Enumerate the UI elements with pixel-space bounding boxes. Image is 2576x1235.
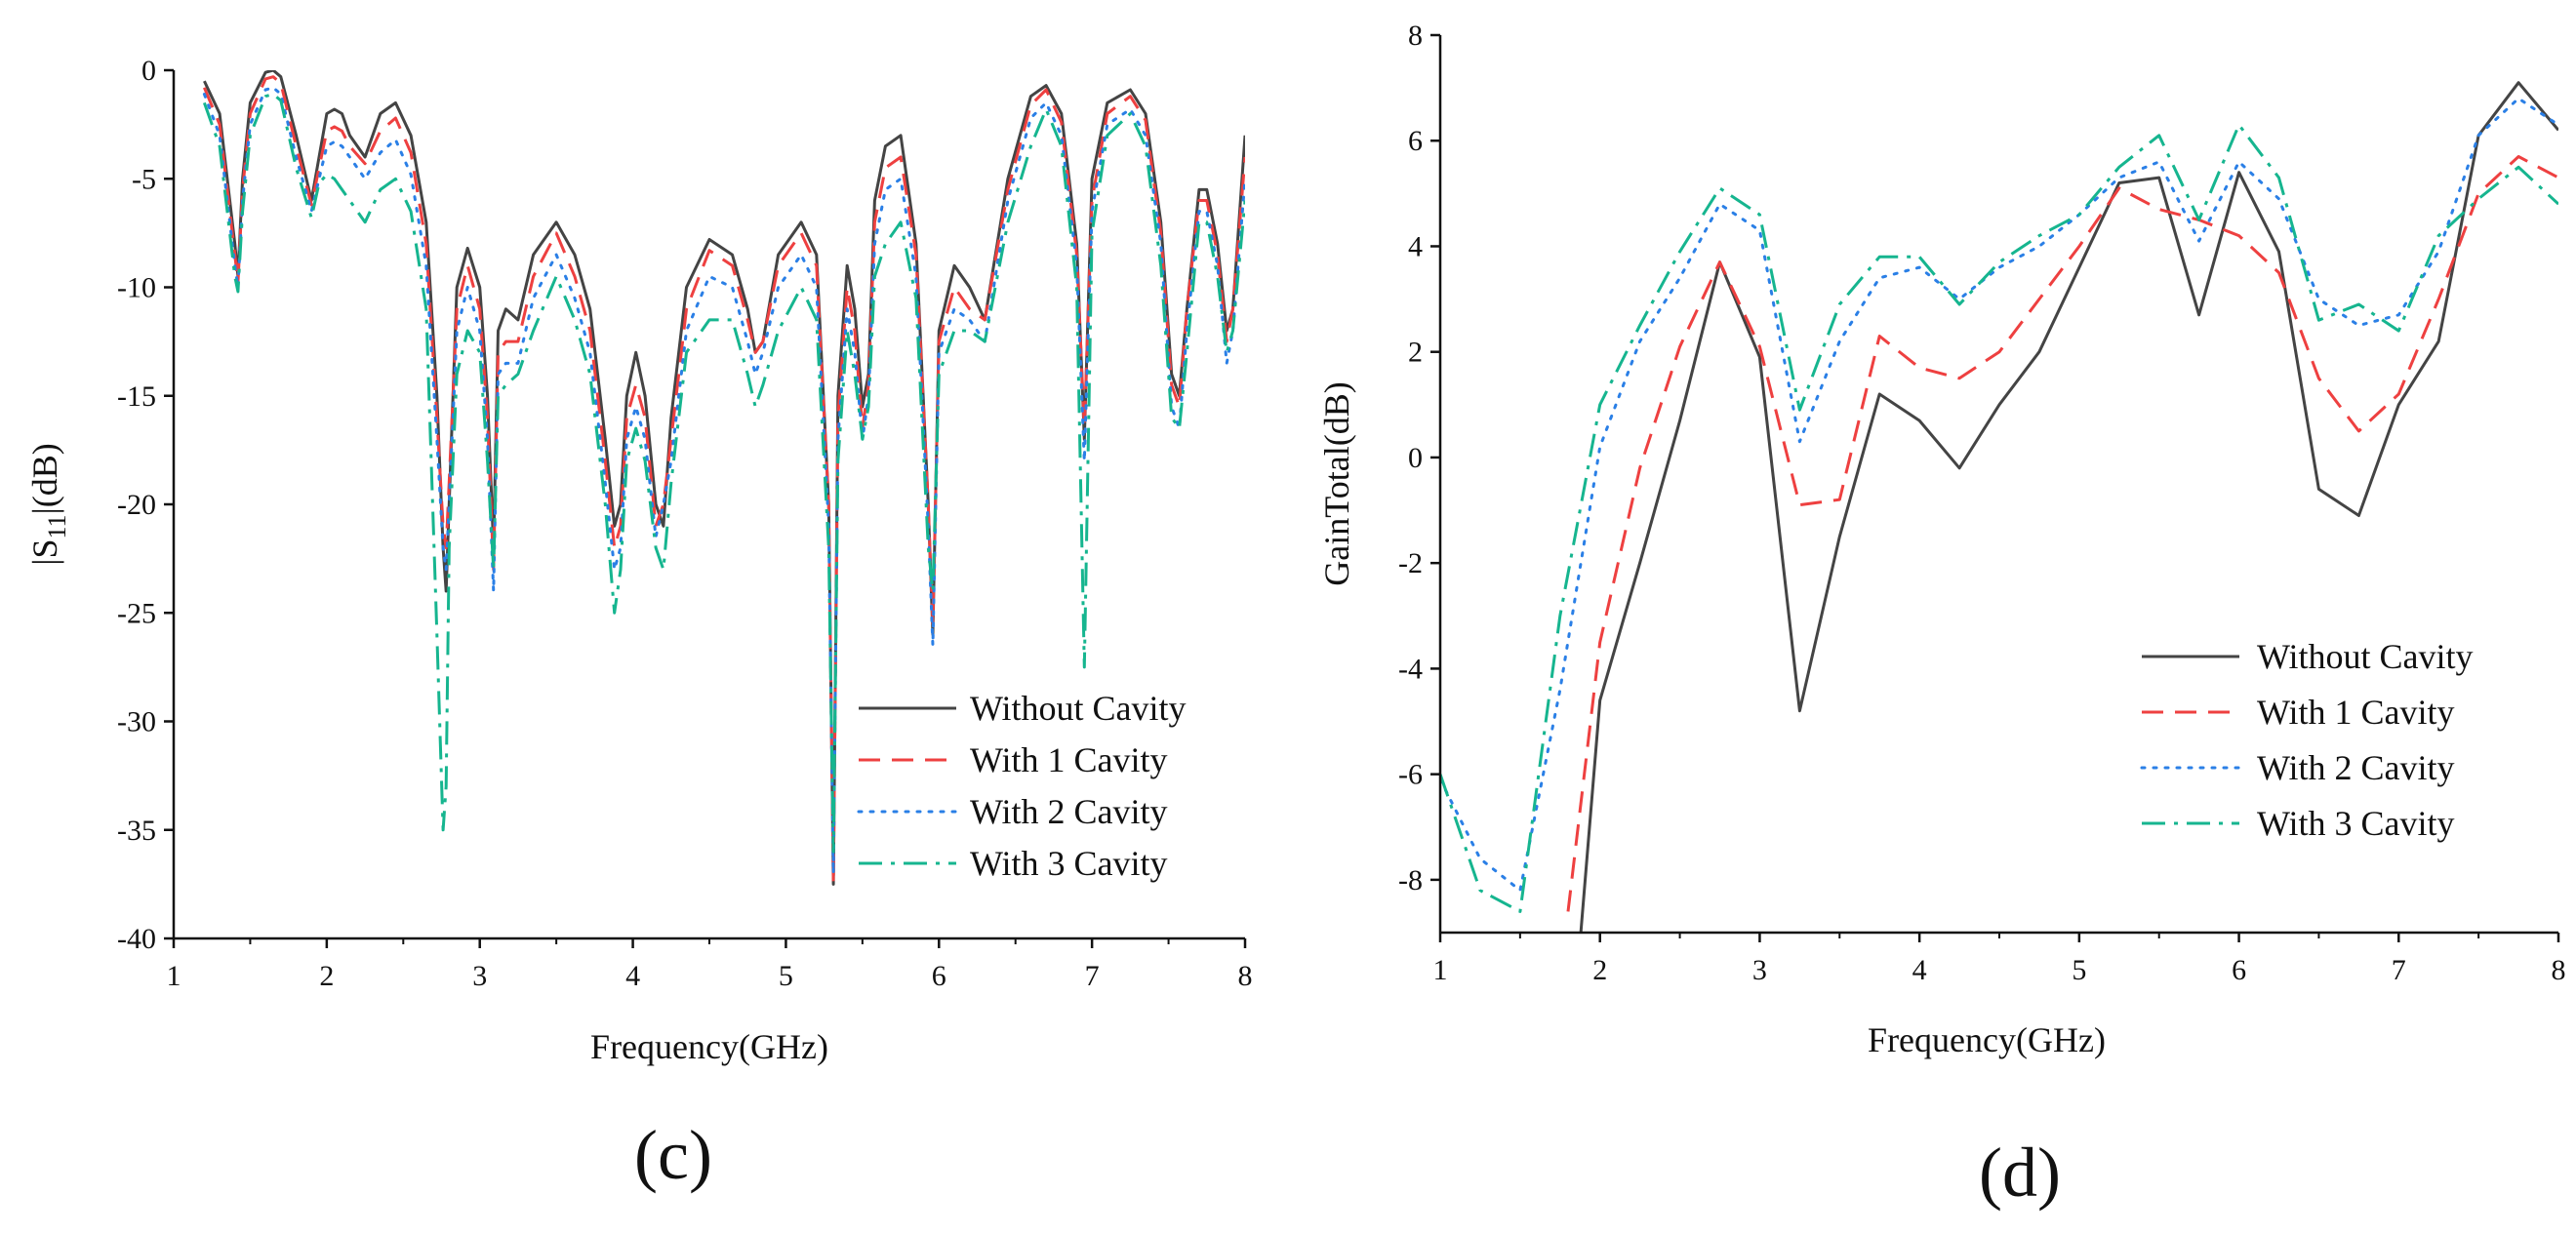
chart-d-xtick-label: 1: [1433, 954, 1448, 986]
chart-d-xlabel: Frequency(GHz): [1868, 1020, 2106, 1059]
chart-c-xtick-label: 2: [319, 960, 334, 992]
chart-d-ylabel: GainTotal(dB): [1317, 381, 1356, 585]
chart-c-xlabel: Frequency(GHz): [590, 1027, 828, 1066]
chart-d-xtick-label: 3: [1752, 954, 1767, 986]
chart-d-legend-label-1: Without Cavity: [2257, 637, 2474, 676]
chart-d-ytick-label: -4: [1398, 653, 1423, 685]
chart-d-legend-label-2: With 1 Cavity: [2257, 693, 2455, 732]
chart-c-series-line-4: [202, 93, 1245, 854]
chart-c-series-line-3: [202, 86, 1245, 875]
chart-c-ytick-label: -5: [132, 163, 156, 195]
chart-d-series-line-3: [1440, 97, 2558, 893]
chart-d-legend-label-4: With 3 Cavity: [2257, 804, 2455, 843]
chart-d-series-line-1: [1579, 81, 2558, 933]
chart-c-ytick-label: -40: [117, 923, 156, 955]
chart-c: 1 2 3 4 5 6 7 8 0 -5 -10 -15 -20 -25 -30 -35 -40 Frequen…: [25, 55, 1253, 1194]
chart-d-legend-label-3: With 2 Cavity: [2257, 748, 2455, 787]
chart-d-ytick-label: 0: [1408, 442, 1423, 474]
chart-c-ytick-label: 0: [141, 55, 156, 87]
chart-d-ytick-label: -8: [1398, 864, 1423, 896]
chart-c-xtick-label: 8: [1238, 960, 1253, 992]
chart-d-xtick-label: 4: [1912, 954, 1927, 986]
chart-d-panel-label: (d): [1979, 1134, 2061, 1212]
chart-d-series-line-2: [1566, 155, 2558, 912]
chart-c-xtick-label: 7: [1085, 960, 1100, 992]
chart-c-series-line-2: [203, 75, 1245, 886]
chart-d-ytick-label: 4: [1408, 230, 1423, 262]
chart-c-legend: Without Cavity With 1 Cavity With 2 Cavity…: [857, 689, 1187, 883]
chart-c-legend-label-1: Without Cavity: [970, 689, 1187, 728]
chart-c-ytick-label: -25: [117, 597, 156, 629]
chart-c-ytick-label: -20: [117, 489, 156, 521]
chart-c-ylabel-main: |S: [25, 539, 64, 566]
chart-c-ylabel: |S11|(dB): [25, 443, 71, 565]
chart-c-ticks: 1 2 3 4 5 6 7 8 0 -5 -10 -15 -20 -25 -30 -35 -40: [117, 55, 1253, 992]
chart-d-series-line-4: [1440, 123, 2558, 913]
chart-c-xtick-label: 3: [472, 960, 487, 992]
chart-d-ytick-label: 2: [1408, 337, 1423, 369]
chart-d-xtick-label: 5: [2072, 954, 2086, 986]
chart-c-ytick-label: -30: [117, 706, 156, 738]
chart-c-ylabel-rest: |(dB): [25, 443, 64, 514]
chart-c-panel-label: (c): [634, 1116, 712, 1194]
chart-d-ytick-label: -6: [1398, 759, 1423, 791]
chart-c-legend-label-4: With 3 Cavity: [970, 844, 1168, 883]
chart-c-series: [202, 70, 1245, 886]
chart-d-ytick-label: -2: [1398, 547, 1423, 579]
chart-d-legend: Without Cavity With 1 Cavity With 2 Cavity…: [2140, 637, 2474, 843]
chart-d-xtick-label: 7: [2392, 954, 2406, 986]
chart-d-xtick-label: 2: [1592, 954, 1607, 986]
chart-c-xtick-label: 4: [625, 960, 640, 992]
chart-d: 1 2 3 4 5 6 7 8 8 6 4 2 0 -2 -4 -6 -8 Frequency(GHz) Gai…: [1317, 20, 2566, 1212]
chart-c-ytick-label: -10: [117, 272, 156, 304]
chart-c-legend-label-2: With 1 Cavity: [970, 740, 1168, 779]
chart-c-legend-label-3: With 2 Cavity: [970, 792, 1168, 831]
chart-d-ytick-label: 6: [1408, 125, 1423, 157]
chart-c-ylabel-sub: 11: [43, 514, 71, 538]
chart-c-ytick-label: -35: [117, 815, 156, 847]
chart-d-series: [1440, 81, 2558, 933]
chart-c-xtick-label: 5: [779, 960, 793, 992]
chart-d-ytick-label: 8: [1408, 20, 1423, 52]
chart-d-ticks: 1 2 3 4 5 6 7 8 8 6 4 2 0 -2 -4 -6 -8: [1398, 20, 2566, 986]
chart-c-xtick-label: 1: [167, 960, 181, 992]
chart-c-ytick-label: -15: [117, 380, 156, 413]
chart-d-axes: [1438, 35, 2558, 935]
chart-d-xtick-label: 8: [2552, 954, 2566, 986]
chart-d-xtick-label: 6: [2232, 954, 2246, 986]
chart-c-xtick-label: 6: [932, 960, 946, 992]
